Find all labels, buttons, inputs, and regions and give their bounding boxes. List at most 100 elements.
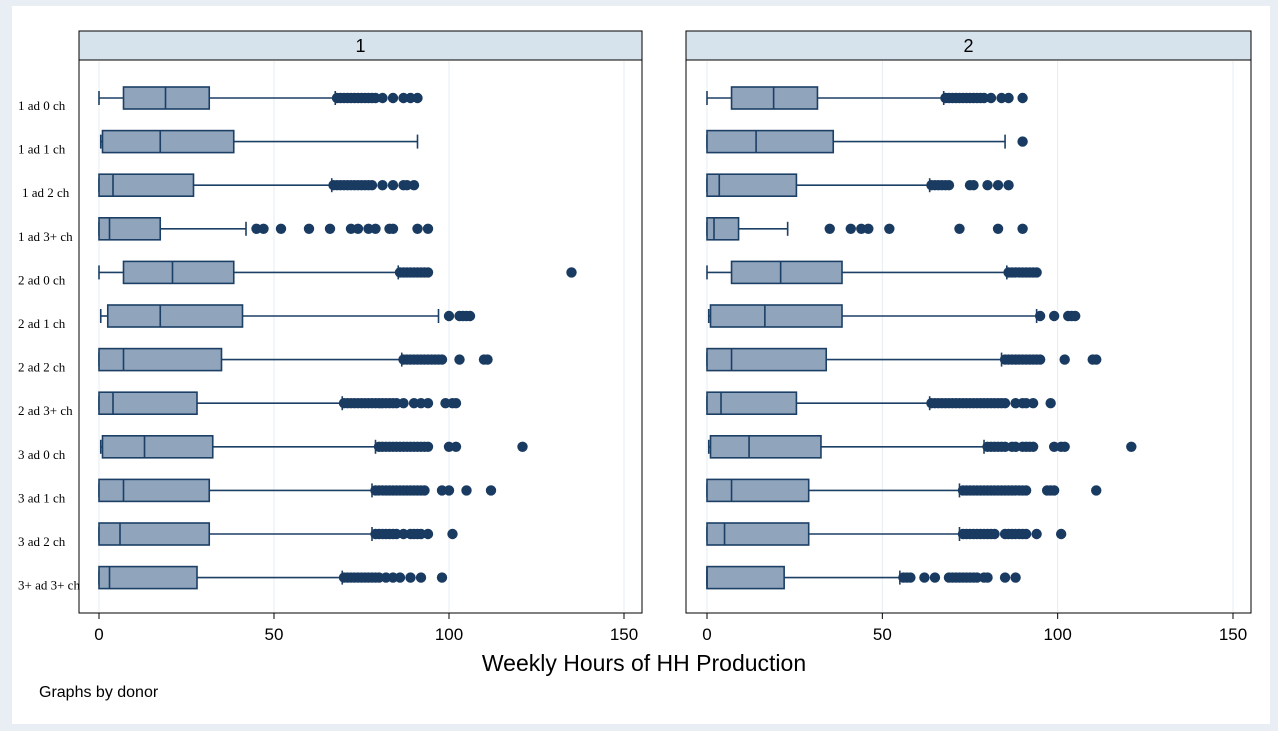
- box-4: [706, 217, 1028, 241]
- outlier-point: [450, 441, 462, 452]
- outlier-point: [1027, 398, 1039, 409]
- panel-title: 2: [963, 36, 973, 56]
- outlier-point: [485, 485, 497, 496]
- box-iqr: [98, 217, 162, 241]
- outlier-point: [1048, 310, 1060, 322]
- category-label: 1 ad 3+ ch: [18, 229, 73, 244]
- outlier-point: [884, 223, 895, 234]
- box-10: [98, 478, 497, 503]
- outlier-point: [461, 485, 472, 496]
- box-iqr: [106, 304, 244, 328]
- outlier-point: [517, 441, 528, 452]
- outlier-point: [436, 354, 448, 365]
- box-9: [99, 434, 528, 459]
- outlier-point: [436, 572, 448, 583]
- box-iqr: [98, 347, 223, 372]
- box-11: [98, 522, 458, 546]
- outlier-point: [419, 485, 430, 496]
- outlier-point: [905, 572, 916, 583]
- x-tick-label: 150: [610, 625, 638, 644]
- box-iqr: [706, 522, 810, 546]
- outlier-point: [443, 310, 455, 322]
- outlier-point: [943, 180, 955, 191]
- x-tick-label: 100: [435, 625, 463, 644]
- outlier-point: [845, 223, 856, 234]
- outlier-point: [989, 528, 1000, 540]
- outlier-point: [1034, 354, 1046, 365]
- outlier-point: [1034, 310, 1046, 322]
- outlier-point: [1059, 354, 1070, 365]
- box-iqr: [101, 434, 214, 459]
- box-iqr: [706, 173, 798, 197]
- box-iqr: [122, 86, 211, 110]
- outlier-point: [275, 223, 287, 234]
- outlier-point: [824, 223, 835, 234]
- outlier-point: [1055, 528, 1067, 540]
- outlier-point: [454, 354, 465, 365]
- outlier-point: [412, 92, 423, 104]
- outlier-point: [387, 223, 399, 234]
- box-9: [707, 434, 1137, 459]
- outlier-point: [999, 398, 1011, 409]
- x-tick-label: 0: [702, 625, 711, 644]
- outlier-point: [992, 180, 1004, 191]
- panel-title: 1: [355, 36, 365, 56]
- box-iqr: [706, 129, 835, 154]
- outlier-point: [1003, 92, 1014, 104]
- outlier-point: [377, 92, 388, 104]
- outlier-point: [1126, 441, 1137, 452]
- box-10: [706, 478, 1102, 503]
- category-label: 1 ad 0 ch: [18, 98, 66, 113]
- panel-header: [685, 30, 1252, 61]
- category-label: 2 ad 1 ch: [18, 316, 66, 331]
- outlier-point: [422, 223, 434, 234]
- x-tick-label: 150: [1219, 625, 1247, 644]
- x-tick-label: 50: [873, 625, 892, 644]
- outlier-point: [422, 267, 434, 278]
- box-5: [98, 260, 577, 285]
- outlier-point: [352, 223, 364, 234]
- box-6: [707, 304, 1081, 328]
- box-iqr: [706, 478, 810, 503]
- box-5: [706, 260, 1042, 285]
- outlier-point: [324, 223, 336, 234]
- box-4: [98, 217, 434, 241]
- box-iqr: [706, 347, 828, 372]
- category-label: 2 ad 2 ch: [18, 360, 66, 375]
- box-iqr: [98, 478, 211, 503]
- category-label: 3 ad 0 ch: [18, 447, 66, 462]
- box-8: [706, 391, 1056, 416]
- category-label: 3 ad 1 ch: [18, 490, 66, 505]
- outlier-point: [566, 267, 577, 278]
- box-iqr: [706, 565, 785, 590]
- box-12: [98, 565, 448, 590]
- outlier-point: [982, 180, 993, 191]
- box-2: [99, 129, 419, 154]
- outlier-point: [1020, 485, 1032, 496]
- box-iqr: [730, 86, 819, 110]
- box-2: [706, 129, 1028, 154]
- box-iqr: [706, 217, 740, 241]
- box-iqr: [98, 522, 211, 546]
- box-12: [706, 565, 1021, 590]
- outlier-point: [394, 572, 406, 583]
- outlier-point: [985, 92, 997, 104]
- outlier-point: [482, 354, 493, 365]
- category-label: 2 ad 3+ ch: [18, 403, 73, 418]
- outlier-point: [954, 223, 965, 234]
- outlier-point: [370, 223, 381, 234]
- outlier-point: [1017, 223, 1028, 234]
- panel-1: 1 0 50 100 150: [78, 30, 643, 644]
- box-8: [98, 391, 462, 416]
- outlier-point: [387, 92, 399, 104]
- box-iqr: [98, 565, 198, 590]
- category-label: 1 ad 2 ch: [22, 185, 70, 200]
- outlier-point: [303, 223, 315, 234]
- box-iqr: [730, 260, 843, 285]
- graphs-by-note: Graphs by donor: [39, 684, 159, 701]
- outlier-point: [1003, 180, 1014, 191]
- outlier-point: [450, 398, 462, 409]
- category-label: 2 ad 0 ch: [18, 272, 66, 287]
- x-axis-title: Weekly Hours of HH Production: [482, 650, 806, 676]
